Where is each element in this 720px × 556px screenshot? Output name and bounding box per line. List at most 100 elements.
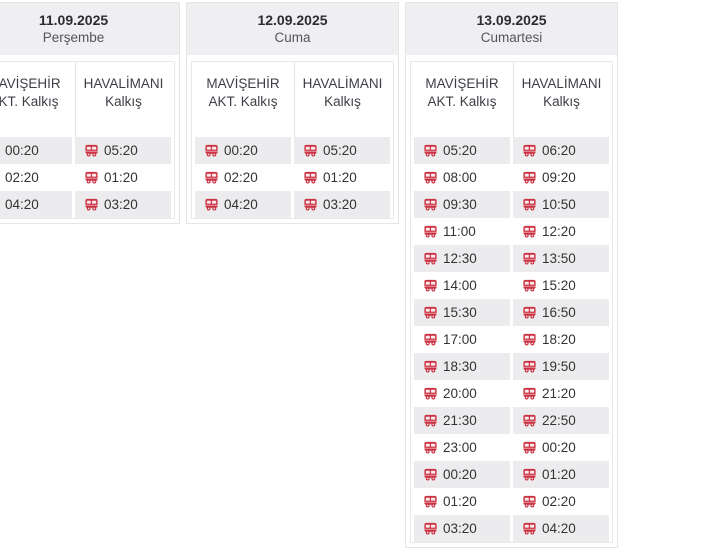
havalimani-departure-cell: 05:20: [75, 137, 171, 164]
bus-icon: [423, 224, 438, 239]
departure-time: 11:00: [443, 224, 476, 239]
timetable-row: 04:20 03:20: [0, 191, 171, 218]
havalimani-departure-cell: 22:50: [513, 407, 609, 434]
departure-time: 23:00: [443, 440, 477, 455]
departure-time: 22:50: [542, 413, 576, 428]
departure-time: 06:20: [542, 143, 576, 158]
havalimani-departure-cell: 05:20: [294, 137, 390, 164]
bus-icon: [522, 521, 537, 536]
times-table-header-row: MAVİŞEHİR AKT. Kalkış HAVALİMANI Kalkış: [195, 62, 390, 137]
col-header-line: Kalkış: [324, 94, 361, 109]
departure-time: 02:20: [542, 494, 576, 509]
times-table: MAVİŞEHİR AKT. Kalkış HAVALİMANI Kalkış 05: [410, 61, 613, 543]
times-table-header-row: MAVİŞEHİR AKT. Kalkış HAVALİMANI Kalkış: [414, 62, 609, 137]
bus-icon: [423, 467, 438, 482]
bus-icon: [204, 197, 219, 212]
mavisehir-departure-cell: 02:20: [0, 164, 72, 191]
departure-time: 01:20: [443, 494, 477, 509]
bus-icon: [522, 413, 537, 428]
timetable-row: 03:20 04:20: [414, 515, 609, 542]
mavisehir-departure-cell: 11:00: [414, 218, 510, 245]
bus-icon: [204, 143, 219, 158]
col-header-line: Kalkış: [543, 94, 580, 109]
mavisehir-departure-cell: 00:20: [414, 461, 510, 488]
bus-icon: [522, 467, 537, 482]
departure-time: 00:20: [5, 143, 39, 158]
bus-icon: [522, 332, 537, 347]
timetable-row: 00:20 05:20: [0, 137, 171, 164]
bus-icon: [423, 278, 438, 293]
col-header-line: MAVİŞEHİR: [206, 76, 280, 91]
bus-icon: [303, 143, 318, 158]
col-header-line: AKT. Kalkış: [0, 94, 59, 109]
timetable-row: 18:30 19:50: [414, 353, 609, 380]
departure-time: 03:20: [323, 197, 357, 212]
times-body: 00:20 05:20: [0, 137, 171, 218]
mavisehir-departure-cell: 02:20: [195, 164, 291, 191]
bus-icon: [303, 170, 318, 185]
day-header: 13.09.2025 Cumartesi: [406, 3, 617, 55]
mavisehir-departure-cell: 17:00: [414, 326, 510, 353]
havalimani-departure-cell: 01:20: [294, 164, 390, 191]
departure-time: 10:50: [542, 197, 576, 212]
departure-time: 00:20: [542, 440, 576, 455]
havalimani-departure-cell: 04:20: [513, 515, 609, 542]
day-header: 11.09.2025 Perşembe: [0, 3, 179, 55]
mavisehir-departure-cell: 04:20: [195, 191, 291, 218]
col-header-mavisehir: MAVİŞEHİR AKT. Kalkış: [414, 62, 510, 137]
timetable-row: 04:20 03:20: [195, 191, 390, 218]
timetable-row: 02:20 01:20: [0, 164, 171, 191]
departure-time: 01:20: [323, 170, 357, 185]
bus-icon: [522, 494, 537, 509]
departure-time: 05:20: [443, 143, 477, 158]
mavisehir-departure-cell: 08:00: [414, 164, 510, 191]
departure-time: 02:20: [5, 170, 39, 185]
departure-time: 19:50: [542, 359, 576, 374]
day-header: 12.09.2025 Cuma: [187, 3, 398, 55]
mavisehir-departure-cell: 23:00: [414, 434, 510, 461]
day-name: Cuma: [274, 30, 311, 45]
timetable-row: 21:30 22:50: [414, 407, 609, 434]
date-label: 12.09.2025: [257, 12, 328, 28]
havalimani-departure-cell: 03:20: [294, 191, 390, 218]
col-header-mavisehir: MAVİŞEHİR AKT. Kalkış: [195, 62, 291, 137]
bus-icon: [423, 521, 438, 536]
havalimani-departure-cell: 01:20: [513, 461, 609, 488]
timetable-row: 20:00 21:20: [414, 380, 609, 407]
date-label: 11.09.2025: [38, 12, 109, 28]
havalimani-departure-cell: 00:20: [513, 434, 609, 461]
mavisehir-departure-cell: 20:00: [414, 380, 510, 407]
bus-icon: [522, 440, 537, 455]
bus-icon: [423, 305, 438, 320]
col-header-line: MAVİŞEHİR: [0, 76, 61, 91]
havalimani-departure-cell: 10:50: [513, 191, 609, 218]
bus-icon: [522, 224, 537, 239]
mavisehir-departure-cell: 15:30: [414, 299, 510, 326]
mavisehir-departure-cell: 00:20: [195, 137, 291, 164]
departure-time: 18:30: [443, 359, 477, 374]
departure-time: 20:00: [443, 386, 477, 401]
departure-time: 09:20: [542, 170, 576, 185]
col-header-line: AKT. Kalkış: [427, 94, 497, 109]
mavisehir-departure-cell: 12:30: [414, 245, 510, 272]
col-header-line: AKT. Kalkış: [208, 94, 278, 109]
bus-icon: [423, 359, 438, 374]
timetable-row: 23:00 00:20: [414, 434, 609, 461]
col-header-havalimani: HAVALİMANI Kalkış: [294, 62, 390, 137]
departure-time: 00:20: [224, 143, 258, 158]
bus-icon: [423, 332, 438, 347]
departure-time: 21:30: [443, 413, 477, 428]
mavisehir-departure-cell: 09:30: [414, 191, 510, 218]
bus-icon: [303, 197, 318, 212]
departure-time: 00:20: [443, 467, 477, 482]
mavisehir-departure-cell: 14:00: [414, 272, 510, 299]
departure-time: 05:20: [323, 143, 357, 158]
departure-time: 02:20: [224, 170, 258, 185]
bus-icon: [522, 197, 537, 212]
departure-time: 03:20: [443, 521, 477, 536]
departure-time: 18:20: [542, 332, 576, 347]
bus-icon: [522, 278, 537, 293]
bus-icon: [522, 143, 537, 158]
departure-time: 08:00: [443, 170, 477, 185]
